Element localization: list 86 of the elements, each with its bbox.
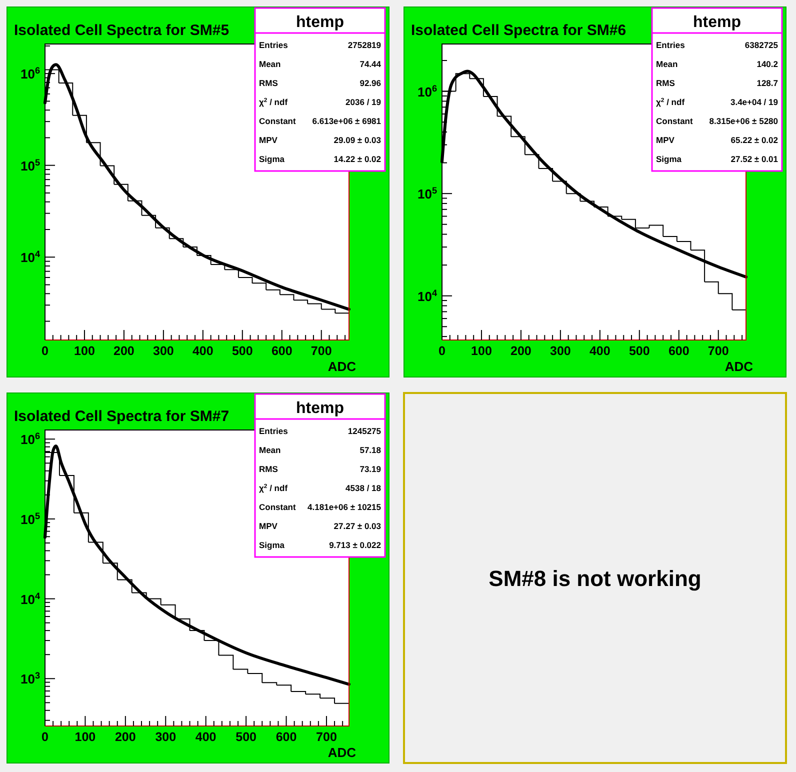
text: 57.18 [360, 445, 382, 455]
text: htemp [296, 14, 344, 31]
x-tick-label: 700 [708, 344, 729, 358]
x-tick-label: 0 [42, 344, 49, 358]
text: SM#8 is not working [488, 566, 702, 591]
annotation: Entries [656, 40, 686, 50]
x-tick-label: 500 [628, 344, 650, 358]
annotation: 9.713 ± 0.022 [329, 540, 382, 550]
annotation: 2752819 [348, 40, 382, 50]
annotation: Sigma [259, 540, 285, 550]
x-tick-label: 500 [236, 730, 257, 744]
annotation: Constant [259, 502, 296, 512]
annotation: 27.27 ± 0.03 [334, 521, 382, 531]
annotation: 4.181e+06 ± 10215 [308, 502, 382, 512]
annotation: 29.09 ± 0.03 [334, 135, 382, 145]
annotation: RMS [259, 78, 278, 88]
x-tick-label: 0 [438, 344, 446, 358]
text: 92.96 [360, 78, 382, 88]
x-tick-label: 100 [74, 730, 96, 744]
x-tick-label: 600 [668, 344, 690, 358]
chart-title: Isolated Cell Spectra for SM#6 [411, 22, 626, 39]
y-tick-label: 10$^{4}$ [417, 288, 438, 304]
y-tick-label: 10$^{6}$ [20, 431, 40, 448]
annotation: MPV [259, 521, 278, 531]
annotation: RMS [656, 78, 676, 88]
text: htemp [693, 14, 742, 31]
annotation: RMS [259, 464, 278, 474]
x-tick-label: 700 [310, 344, 332, 358]
annotation: Constant [656, 116, 693, 126]
text: 73.19 [360, 464, 382, 474]
annotation: Mean [656, 59, 678, 69]
y-tick-label: 10$^{6}$ [417, 83, 437, 100]
annotation: χ$^{2}$ / ndf [259, 97, 288, 107]
annotation: 3.4e+04 / 19 [730, 97, 778, 107]
annotation: Sigma [656, 154, 682, 164]
x-tick-label: 700 [316, 730, 337, 744]
x-tick-label: 300 [550, 344, 571, 358]
annotation: MPV [656, 135, 675, 145]
x-tick-label: 400 [195, 730, 216, 744]
annotation: Constant [259, 116, 296, 126]
chart-title: Isolated Cell Spectra for SM#7 [14, 408, 230, 425]
text: 74.44 [360, 59, 382, 69]
annotation: Entries [259, 40, 288, 50]
x-axis-title: ADC [328, 359, 357, 374]
x-axis-title: ADC [724, 359, 754, 374]
x-axis-title: ADC [328, 745, 357, 760]
x-tick-label: 300 [155, 730, 176, 744]
annotation: 2036 / 19 [346, 97, 382, 107]
y-tick-label: 10$^{3}$ [20, 670, 40, 687]
annotation: MPV [259, 135, 278, 145]
text: htemp [296, 400, 344, 417]
y-tick-label: 10$^{5}$ [417, 186, 437, 202]
annotation: 65.22 ± 0.02 [730, 135, 778, 145]
x-tick-label: 600 [271, 344, 292, 358]
annotation: 6.613e+06 ± 6981 [312, 116, 382, 126]
x-tick-label: 600 [276, 730, 297, 744]
y-tick-label: 10$^{4}$ [20, 590, 41, 607]
annotation: 8.315e+06 ± 5280 [709, 116, 778, 126]
x-tick-label: 400 [192, 344, 214, 358]
x-tick-label: 200 [510, 344, 532, 358]
text: 140.2 [756, 59, 778, 69]
annotation: Entries [259, 426, 288, 436]
x-tick-label: 200 [114, 730, 136, 744]
annotation: 1245275 [348, 426, 382, 436]
annotation: χ$^{2}$ / ndf [259, 483, 288, 493]
text: 128.7 [756, 78, 778, 88]
annotation: Sigma [259, 154, 285, 164]
y-tick-label: 10$^{6}$ [20, 66, 40, 82]
annotation: 6382725 [744, 40, 778, 50]
y-tick-label: 10$^{5}$ [20, 510, 40, 527]
x-tick-label: 200 [114, 344, 134, 358]
x-tick-label: 0 [42, 730, 49, 744]
x-tick-label: 100 [471, 344, 492, 358]
y-tick-label: 10$^{4}$ [20, 249, 41, 266]
annotation: 4538 / 18 [346, 483, 382, 493]
annotation: Mean [259, 59, 281, 69]
x-tick-label: 100 [74, 344, 95, 358]
annotation: χ$^{2}$ / ndf [656, 97, 685, 107]
x-tick-label: 300 [153, 344, 174, 358]
chart-title: Isolated Cell Spectra for SM#5 [14, 22, 230, 39]
annotation: 14.22 ± 0.02 [334, 154, 382, 164]
x-tick-label: 500 [232, 344, 253, 358]
x-tick-label: 400 [589, 344, 610, 358]
y-tick-label: 10$^{5}$ [20, 157, 40, 174]
annotation: Mean [259, 445, 281, 455]
annotation: 27.52 ± 0.01 [730, 154, 778, 164]
